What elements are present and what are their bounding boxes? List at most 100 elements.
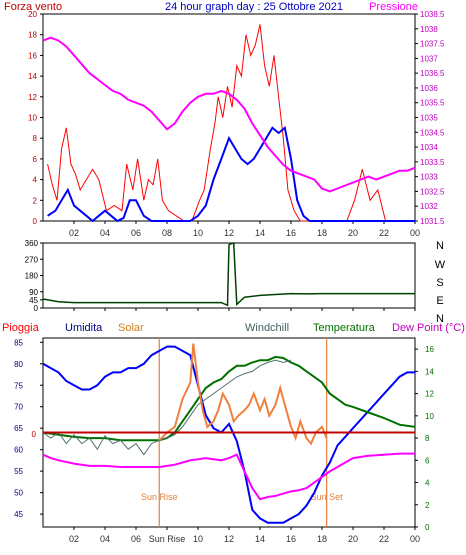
right-tick-label: 1034 xyxy=(420,143,438,152)
left-tick-label: 2 xyxy=(33,196,38,205)
right-tick-label: 1036 xyxy=(420,84,438,93)
panel3-x-tick-label: 02 xyxy=(69,534,79,544)
x-tick-label: 22 xyxy=(379,228,389,238)
temp-tick-label: 16 xyxy=(425,345,434,354)
temp-tick-label: 14 xyxy=(425,367,434,376)
humidity-tick-label: 50 xyxy=(14,489,23,498)
series-windchill xyxy=(42,359,292,456)
compass-label-3: E xyxy=(436,295,443,307)
humidity-tick-label: 75 xyxy=(14,381,23,390)
right-tick-label: 1033.5 xyxy=(420,158,445,167)
direction-tick-label: 270 xyxy=(25,255,39,264)
right-tick-label: 1037 xyxy=(420,54,438,63)
panel3-x-tick-label: 18 xyxy=(317,534,327,544)
humidity-tick-label: 65 xyxy=(14,424,23,433)
left-tick-label: 20 xyxy=(28,10,37,19)
x-tick-label: 20 xyxy=(348,228,358,238)
x-tick-label: 10 xyxy=(193,228,203,238)
rain-label: Pioggia xyxy=(2,322,40,334)
temp-tick-label: 4 xyxy=(425,479,430,488)
humidity-tick-label: 55 xyxy=(14,467,23,476)
x-tick-label: 02 xyxy=(69,228,79,238)
compass-label-0: N xyxy=(436,240,444,252)
temp-tick-label: 6 xyxy=(425,456,430,465)
humidity-tick-label: 70 xyxy=(14,403,23,412)
right-tick-label: 1035 xyxy=(420,114,438,123)
panel3-x-tick-label: Sun Rise xyxy=(149,534,186,544)
direction-tick-label: 180 xyxy=(25,272,39,281)
x-tick-label: 04 xyxy=(100,228,110,238)
sunset-label: Sun Set xyxy=(311,492,344,502)
left-tick-label: 4 xyxy=(33,176,38,185)
series-velocit-media xyxy=(47,125,415,223)
graph-title: 24 hour graph day : 25 Ottobre 2021 xyxy=(165,1,343,13)
panel3-x-tick-label: 00 xyxy=(410,534,420,544)
humidity-tick-label: 60 xyxy=(14,446,23,455)
sunrise-label: Sun Rise xyxy=(141,492,178,502)
left-tick-label: 0 xyxy=(33,217,38,226)
compass-label-4: N xyxy=(436,313,444,325)
temp-tick-label: 10 xyxy=(425,412,434,421)
x-tick-label: 06 xyxy=(131,228,141,238)
panel3-x-tick-label: 10 xyxy=(193,534,203,544)
temp-tick-label: 2 xyxy=(425,501,430,510)
panel1-frame xyxy=(42,13,416,222)
panel3-x-tick-label: 12 xyxy=(224,534,234,544)
legend-dew-point-c-: Dew Point (°C) xyxy=(392,322,465,334)
series-temperatura xyxy=(42,355,416,442)
left-tick-label: 14 xyxy=(28,72,37,81)
right-tick-label: 1034.5 xyxy=(420,128,445,137)
left-tick-label: 16 xyxy=(28,51,37,60)
panel3-x-tick-label: 20 xyxy=(348,534,358,544)
right-tick-label: 1038 xyxy=(420,25,438,34)
right-tick-label: 1038.5 xyxy=(420,10,445,19)
temp-tick-label: 8 xyxy=(425,434,430,443)
compass-label-1: W xyxy=(435,259,446,271)
temp-tick-label: 12 xyxy=(425,390,434,399)
right-tick-label: 1032.5 xyxy=(420,187,445,196)
left-tick-label: 6 xyxy=(33,155,38,164)
left-tick-label: 10 xyxy=(28,114,37,123)
humidity-tick-label: 85 xyxy=(14,338,23,347)
left-tick-label: 12 xyxy=(28,93,37,102)
right-tick-label: 1033 xyxy=(420,173,438,182)
direction-tick-label: 45 xyxy=(29,296,38,305)
panel3-x-tick-label: 06 xyxy=(131,534,141,544)
direction-tick-label: 90 xyxy=(29,288,38,297)
legend-solar: Solar xyxy=(118,322,144,334)
right-tick-label: 1035.5 xyxy=(420,99,445,108)
series-wind-direction xyxy=(42,242,415,307)
panel3-x-tick-label: 14 xyxy=(255,534,265,544)
series-pressione xyxy=(42,36,416,193)
humidity-tick-label: 80 xyxy=(14,360,23,369)
series-solar xyxy=(158,343,328,446)
right-tick-label: 1032 xyxy=(420,202,438,211)
x-tick-label: 08 xyxy=(162,228,172,238)
direction-tick-label: 0 xyxy=(34,304,39,313)
panel3-x-tick-label: 22 xyxy=(379,534,389,544)
x-tick-label: 00 xyxy=(410,228,420,238)
right-tick-label: 1037.5 xyxy=(420,40,445,49)
series-umidita xyxy=(42,345,415,524)
panel3-x-tick-label: 04 xyxy=(100,534,110,544)
x-tick-label: 14 xyxy=(255,228,265,238)
pressure-label: Pressione xyxy=(369,1,418,13)
right-tick-label: 1031.5 xyxy=(420,217,445,226)
x-tick-label: 18 xyxy=(317,228,327,238)
temp-tick-label: 0 xyxy=(425,523,430,532)
humidity-tick-label: 45 xyxy=(14,510,23,519)
direction-tick-label: 360 xyxy=(25,239,39,248)
legend-umidita: Umidita xyxy=(65,322,103,334)
x-tick-label: 16 xyxy=(286,228,296,238)
wind-force-label: Forza vento xyxy=(4,1,62,13)
series-dew-point xyxy=(42,452,415,501)
rain-zero-label: 0 xyxy=(32,430,37,439)
left-tick-label: 18 xyxy=(28,31,37,40)
legend-temperatura: Temperatura xyxy=(313,322,376,334)
panel3-x-tick-label: 16 xyxy=(286,534,296,544)
legend-windchill: Windchill xyxy=(245,322,289,334)
compass-label-2: S xyxy=(436,277,443,289)
x-tick-label: 12 xyxy=(224,228,234,238)
left-tick-label: 8 xyxy=(33,134,38,143)
